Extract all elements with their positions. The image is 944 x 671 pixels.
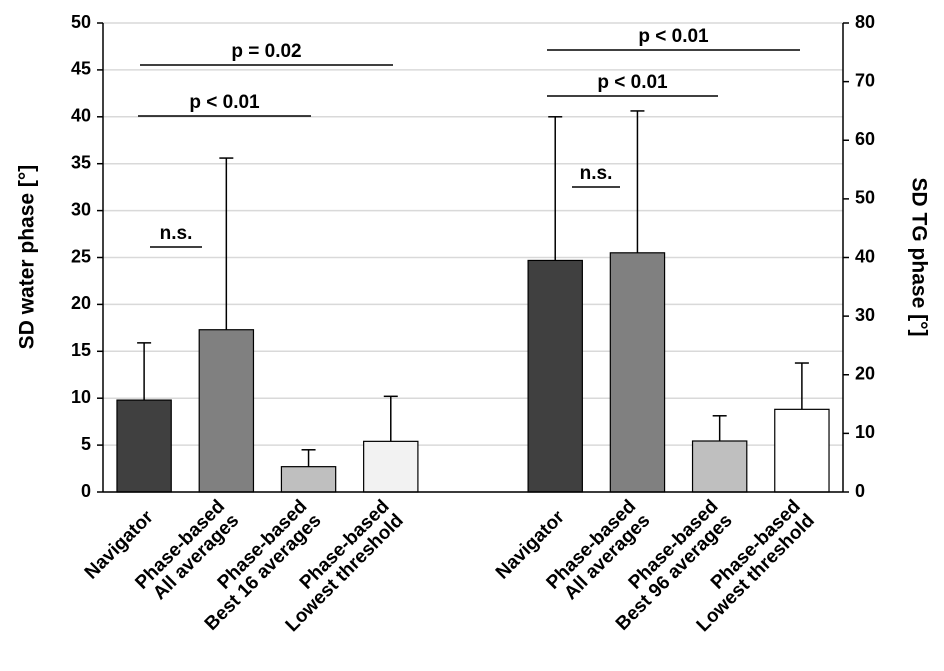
y2-tick-label: 80	[855, 12, 875, 32]
annotation: n.s.	[580, 163, 613, 184]
y-tick-label: 15	[71, 340, 91, 360]
y-tick-label: 5	[81, 434, 91, 454]
y-tick-label: 50	[71, 12, 91, 32]
annotation: n.s.	[160, 223, 193, 244]
y-tick-label: 40	[71, 106, 91, 126]
y2-tick-label: 40	[855, 246, 875, 266]
y-axis-label: SD water phase [°]	[16, 165, 39, 350]
annotation: p = 0.02	[231, 41, 301, 62]
y-tick-label: 30	[71, 199, 91, 219]
bar	[774, 408, 830, 493]
y-tick-label: 0	[81, 481, 91, 501]
y-tick-label: 35	[71, 152, 91, 172]
y2-tick-label: 30	[855, 305, 875, 325]
annotation: p < 0.01	[638, 26, 709, 47]
y2-tick-label: 50	[855, 188, 875, 208]
annotation: p < 0.01	[597, 72, 668, 93]
bar	[198, 329, 255, 493]
y2-axis-label: SD TG phase [°]	[907, 178, 930, 337]
bar	[280, 466, 337, 493]
y2-tick-label: 0	[855, 481, 865, 501]
y-tick-label: 45	[71, 59, 91, 79]
bar	[527, 259, 583, 493]
bar	[116, 399, 172, 493]
y-tick-label: 10	[71, 387, 91, 407]
annotation: p < 0.01	[189, 92, 260, 113]
y-tick-label: 20	[71, 293, 91, 313]
y2-tick-label: 20	[855, 364, 875, 384]
y2-tick-label: 60	[855, 129, 875, 149]
bar	[363, 440, 419, 493]
y2-tick-label: 10	[855, 422, 875, 442]
bar	[609, 252, 666, 493]
y-tick-label: 25	[71, 246, 91, 266]
y2-tick-label: 70	[855, 70, 875, 90]
bar	[691, 440, 748, 493]
